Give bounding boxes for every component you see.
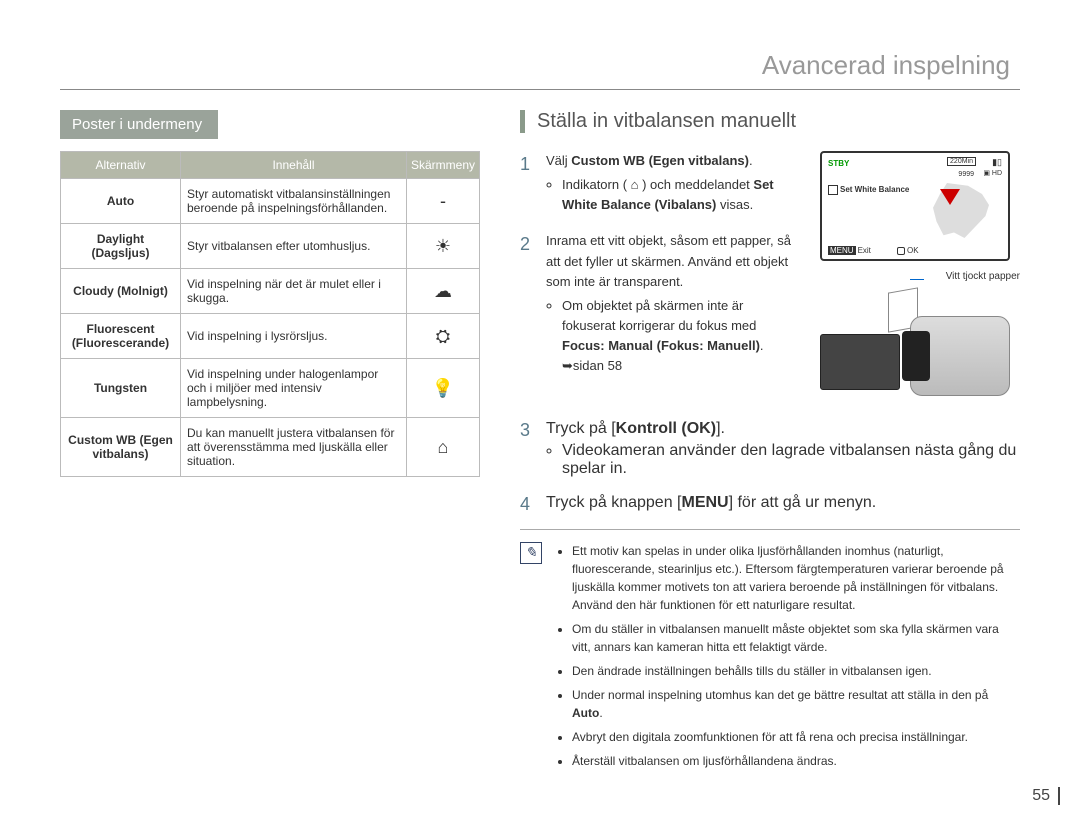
th-innehall: Innehåll	[181, 152, 407, 179]
options-table: Alternativ Innehåll Skärmmeny Auto Styr …	[60, 151, 480, 477]
set-wb-label: Set White Balance	[828, 185, 909, 195]
opt-name: Fluorescent (Fluorescerande)	[61, 314, 181, 359]
step-bullet: Om objektet på skärmen inte är fokuserat…	[562, 296, 800, 377]
table-row: Auto Styr automatiskt vitbalansinställni…	[61, 179, 480, 224]
table-row: Custom WB (Egen vitbalans) Du kan manuel…	[61, 418, 480, 477]
step-bullet: Indikatorn ( ⌂ ) och meddelandet Set Whi…	[562, 175, 800, 215]
opt-desc: Vid inspelning under halogenlampor och i…	[181, 359, 407, 418]
table-row: Tungsten Vid inspelning under halogenlam…	[61, 359, 480, 418]
counter: 9999	[958, 171, 974, 178]
opt-desc: Styr vitbalansen efter utomhusljus.	[181, 224, 407, 269]
opt-desc: Vid inspelning när det är mulet eller i …	[181, 269, 407, 314]
opt-icon: -	[406, 179, 479, 224]
opt-name: Daylight (Dagsljus)	[61, 224, 181, 269]
th-alternativ: Alternativ	[61, 152, 181, 179]
opt-desc: Vid inspelning i lysrörsljus.	[181, 314, 407, 359]
step-number: 2	[520, 231, 546, 380]
step-number: 4	[520, 494, 546, 515]
cloud-icon: ☁	[406, 269, 479, 314]
table-row: Fluorescent (Fluorescerande) Vid inspeln…	[61, 314, 480, 359]
down-arrow-icon	[940, 189, 960, 205]
note-item: Den ändrade inställningen behålls tills …	[572, 662, 1020, 680]
fluorescent-icon: ⛭	[406, 314, 479, 359]
header-rule	[60, 89, 1020, 90]
note-item: Ett motiv kan spelas in under olika ljus…	[572, 542, 1020, 614]
paper-callout: Vitt tjockt papper	[820, 271, 1020, 282]
step-bullet: Videokameran använder den lagrade vitbal…	[562, 442, 1020, 478]
opt-name: Cloudy (Molnigt)	[61, 269, 181, 314]
step-number: 3	[520, 420, 546, 482]
lcd-preview: STBY 220Min ▮▯ 9999 ▣ HD Set White Balan…	[820, 151, 1010, 261]
note-item: Under normal inspelning utomhus kan det …	[572, 686, 1020, 722]
step-text: Inrama ett vitt objekt, såsom ett papper…	[546, 233, 791, 288]
step-number: 1	[520, 151, 546, 219]
opt-desc: Styr automatiskt vitbalansinställningen …	[181, 179, 407, 224]
page-number: 55	[1032, 787, 1060, 805]
note-item: Återställ vitbalansen om ljusförhållande…	[572, 752, 1020, 770]
ok-label: OK	[897, 246, 919, 255]
th-skarmmeny: Skärmmeny	[406, 152, 479, 179]
step-text: Välj Custom WB (Egen vitbalans).	[546, 153, 753, 168]
step-text: Tryck på knappen [MENU] för att gå ur me…	[546, 494, 876, 511]
sun-icon: ☀	[406, 224, 479, 269]
table-row: Cloudy (Molnigt) Vid inspelning när det …	[61, 269, 480, 314]
menu-exit-label: MENUExit	[828, 246, 871, 255]
hd-icon: ▣ HD	[983, 169, 1002, 177]
opt-desc: Du kan manuellt justera vitbalansen för …	[181, 418, 407, 477]
wb-shape	[926, 183, 996, 238]
page-header-title: Avancerad inspelning	[60, 50, 1020, 81]
customwb-icon: ⌂	[406, 418, 479, 477]
opt-name: Tungsten	[61, 359, 181, 418]
stby-label: STBY	[828, 159, 849, 168]
section-heading: Ställa in vitbalansen manuellt	[520, 110, 1020, 133]
note-item: Om du ställer in vitbalansen manuellt må…	[572, 620, 1020, 656]
camcorder-illustration	[820, 286, 1010, 416]
notes-list: Ett motiv kan spelas in under olika ljus…	[554, 542, 1020, 776]
opt-name: Custom WB (Egen vitbalans)	[61, 418, 181, 477]
battery-icon: ▮▯	[992, 157, 1002, 168]
note-item: Avbryt den digitala zoomfunktionen för a…	[572, 728, 1020, 746]
time-remaining: 220Min	[947, 157, 976, 166]
note-icon: ✎	[520, 542, 542, 564]
table-row: Daylight (Dagsljus) Styr vitbalansen eft…	[61, 224, 480, 269]
bulb-icon: 💡	[406, 359, 479, 418]
opt-name: Auto	[61, 179, 181, 224]
step-text: Tryck på [Kontroll (OK)].	[546, 420, 725, 437]
submenu-banner: Poster i undermeny	[60, 110, 218, 139]
